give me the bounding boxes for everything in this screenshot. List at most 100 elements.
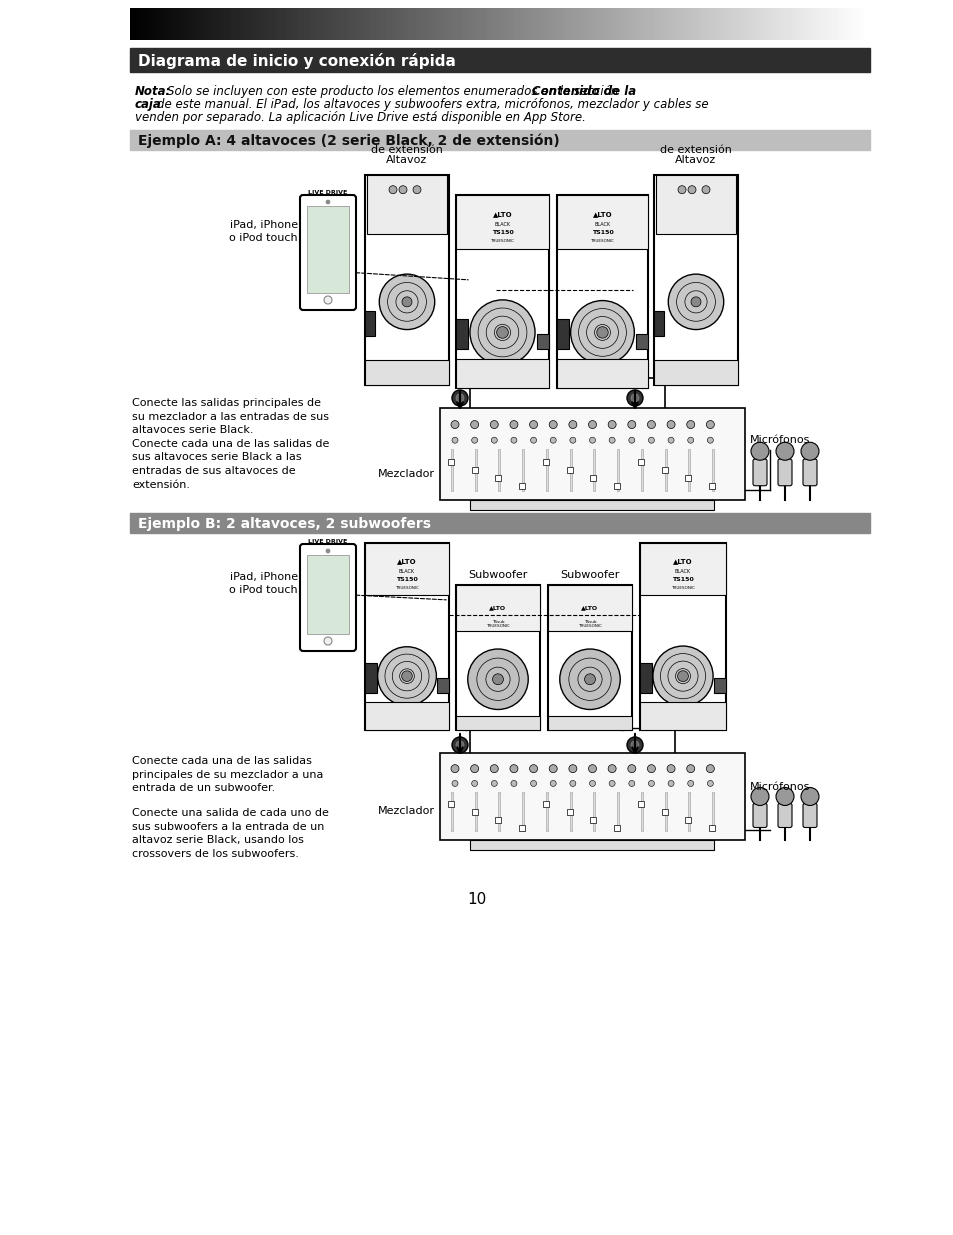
Circle shape xyxy=(706,437,713,443)
Text: Diagrama de inicio y conexión rápida: Diagrama de inicio y conexión rápida xyxy=(138,53,456,69)
FancyBboxPatch shape xyxy=(299,543,355,651)
Bar xyxy=(640,450,642,490)
FancyBboxPatch shape xyxy=(778,803,791,827)
Circle shape xyxy=(609,437,615,443)
Text: TRUESONIC: TRUESONIC xyxy=(590,238,614,243)
Circle shape xyxy=(452,781,457,787)
Bar xyxy=(640,792,642,831)
Bar xyxy=(470,840,714,850)
Text: Altavoz: Altavoz xyxy=(386,156,427,165)
Circle shape xyxy=(497,326,508,338)
Bar xyxy=(365,175,449,385)
Text: PROFESSIONAL: PROFESSIONAL xyxy=(137,16,184,21)
Circle shape xyxy=(491,781,497,787)
Text: Micrófonos: Micrófonos xyxy=(749,782,809,792)
Bar xyxy=(456,715,539,730)
Bar xyxy=(639,701,725,730)
Bar xyxy=(456,195,548,249)
Bar xyxy=(617,792,618,831)
Text: Nota:: Nota: xyxy=(135,85,172,98)
Text: Mezclador: Mezclador xyxy=(377,806,435,816)
Circle shape xyxy=(568,764,577,773)
Circle shape xyxy=(530,437,536,443)
Circle shape xyxy=(705,764,714,773)
Circle shape xyxy=(326,550,330,553)
Circle shape xyxy=(510,764,517,773)
Circle shape xyxy=(667,437,674,443)
Circle shape xyxy=(470,421,478,429)
Circle shape xyxy=(471,437,477,443)
Bar xyxy=(688,450,690,490)
Circle shape xyxy=(666,764,675,773)
Bar xyxy=(638,458,643,464)
Text: Ejemplo A: 4 altavoces (2 serie Black, 2 de extensión): Ejemplo A: 4 altavoces (2 serie Black, 2… xyxy=(138,133,559,148)
Bar xyxy=(456,585,539,730)
Bar xyxy=(713,678,725,693)
Bar xyxy=(557,319,568,350)
Bar xyxy=(471,467,477,473)
Bar xyxy=(617,450,618,490)
Circle shape xyxy=(324,637,332,645)
Circle shape xyxy=(529,764,537,773)
Bar xyxy=(456,585,539,631)
Circle shape xyxy=(510,421,517,429)
Text: de extensión: de extensión xyxy=(371,144,442,156)
FancyBboxPatch shape xyxy=(752,803,766,827)
Circle shape xyxy=(687,437,693,443)
Bar xyxy=(566,467,572,473)
Circle shape xyxy=(750,788,768,805)
Bar xyxy=(566,809,572,815)
Bar xyxy=(654,175,738,385)
Circle shape xyxy=(597,327,608,338)
Bar xyxy=(456,195,548,388)
Circle shape xyxy=(801,442,818,461)
Bar xyxy=(365,663,376,693)
Text: ▲LTO: ▲LTO xyxy=(135,20,177,35)
Circle shape xyxy=(379,274,435,330)
Circle shape xyxy=(627,764,635,773)
Circle shape xyxy=(666,421,675,429)
Text: Subwoofer: Subwoofer xyxy=(468,571,527,580)
Bar xyxy=(545,792,547,831)
Circle shape xyxy=(630,741,639,748)
Bar xyxy=(654,359,738,385)
Text: Conecte las salidas principales de
su mezclador a las entradas de sus
altavoces : Conecte las salidas principales de su me… xyxy=(132,398,329,489)
Circle shape xyxy=(626,390,642,406)
Bar xyxy=(664,450,666,490)
Circle shape xyxy=(570,300,634,364)
Text: TS150: TS150 xyxy=(591,231,613,236)
Circle shape xyxy=(324,296,332,304)
Circle shape xyxy=(492,674,503,684)
Bar xyxy=(685,474,691,480)
Text: BLACK: BLACK xyxy=(594,222,610,227)
Text: Conecte una salida de cada uno de
sus subwoofers a la entrada de un
altavoz seri: Conecte una salida de cada uno de sus su… xyxy=(132,808,329,858)
Circle shape xyxy=(550,781,556,787)
Circle shape xyxy=(511,437,517,443)
Text: caja: caja xyxy=(135,98,162,111)
Circle shape xyxy=(775,442,793,461)
Bar xyxy=(365,543,449,595)
Circle shape xyxy=(668,274,723,330)
Circle shape xyxy=(456,394,463,403)
Circle shape xyxy=(706,781,713,787)
Text: Mezclador: Mezclador xyxy=(377,469,435,479)
Circle shape xyxy=(549,421,557,429)
Text: iPad, iPhone: iPad, iPhone xyxy=(230,572,297,582)
Circle shape xyxy=(705,421,714,429)
Bar xyxy=(557,195,647,249)
Bar xyxy=(367,175,447,233)
Circle shape xyxy=(609,781,615,787)
Bar xyxy=(542,800,548,806)
Circle shape xyxy=(491,437,497,443)
Bar xyxy=(518,825,525,831)
Bar xyxy=(436,678,449,693)
Bar xyxy=(656,175,735,233)
Bar xyxy=(547,585,631,631)
Bar xyxy=(547,715,631,730)
Circle shape xyxy=(401,296,412,306)
Circle shape xyxy=(647,764,655,773)
Bar xyxy=(569,450,571,490)
Bar xyxy=(495,474,501,480)
Circle shape xyxy=(607,764,616,773)
Bar xyxy=(688,792,690,831)
